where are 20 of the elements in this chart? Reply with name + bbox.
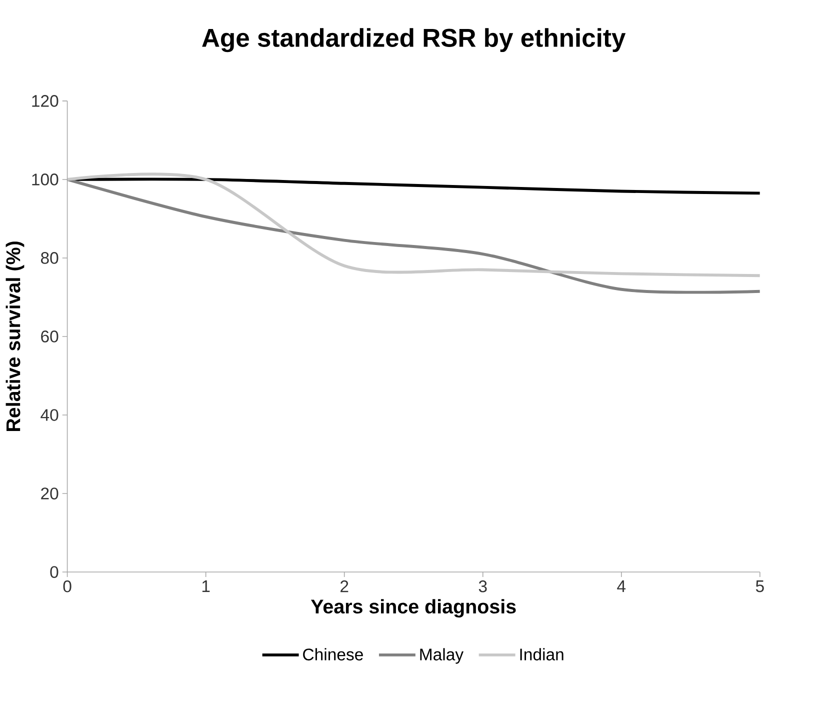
legend-label: Chinese <box>303 648 363 660</box>
chart-title: Age standardized RSR by ethnicity <box>202 28 626 52</box>
y-tick-label: 60 <box>41 330 58 342</box>
x-tick-label: 5 <box>756 580 764 592</box>
legend-label: Indian <box>520 648 564 660</box>
y-tick-label: 20 <box>41 488 58 500</box>
y-tick-label: 120 <box>32 95 58 107</box>
y-tick-label: 80 <box>40 252 58 264</box>
legend-label: Malay <box>420 648 464 664</box>
line-series <box>67 178 760 294</box>
x-tick-label: 3 <box>478 580 487 592</box>
y-tick-label: 40 <box>40 409 58 421</box>
x-tick-label: 0 <box>63 580 72 592</box>
y-tick-label: 100 <box>32 174 58 186</box>
x-tick-label: 1 <box>202 580 210 592</box>
y-tick-label: 0 <box>50 566 58 578</box>
x-axis-title: Years since diagnosis <box>310 599 516 618</box>
x-tick-label: 2 <box>340 580 348 592</box>
y-axis-title: Relative survival (%) <box>6 242 24 432</box>
x-tick-label: 4 <box>617 580 626 592</box>
